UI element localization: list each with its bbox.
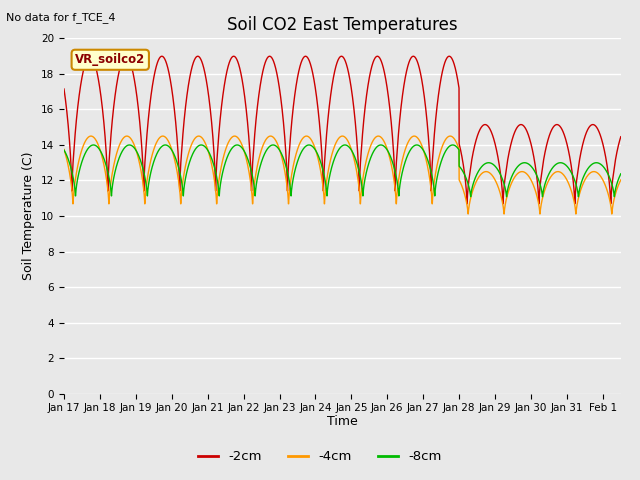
Title: Soil CO2 East Temperatures: Soil CO2 East Temperatures <box>227 16 458 34</box>
Text: VR_soilco2: VR_soilco2 <box>75 53 145 66</box>
Text: No data for f_TCE_4: No data for f_TCE_4 <box>6 12 116 23</box>
Y-axis label: Soil Temperature (C): Soil Temperature (C) <box>22 152 35 280</box>
X-axis label: Time: Time <box>327 415 358 428</box>
Legend: -2cm, -4cm, -8cm: -2cm, -4cm, -8cm <box>193 445 447 468</box>
